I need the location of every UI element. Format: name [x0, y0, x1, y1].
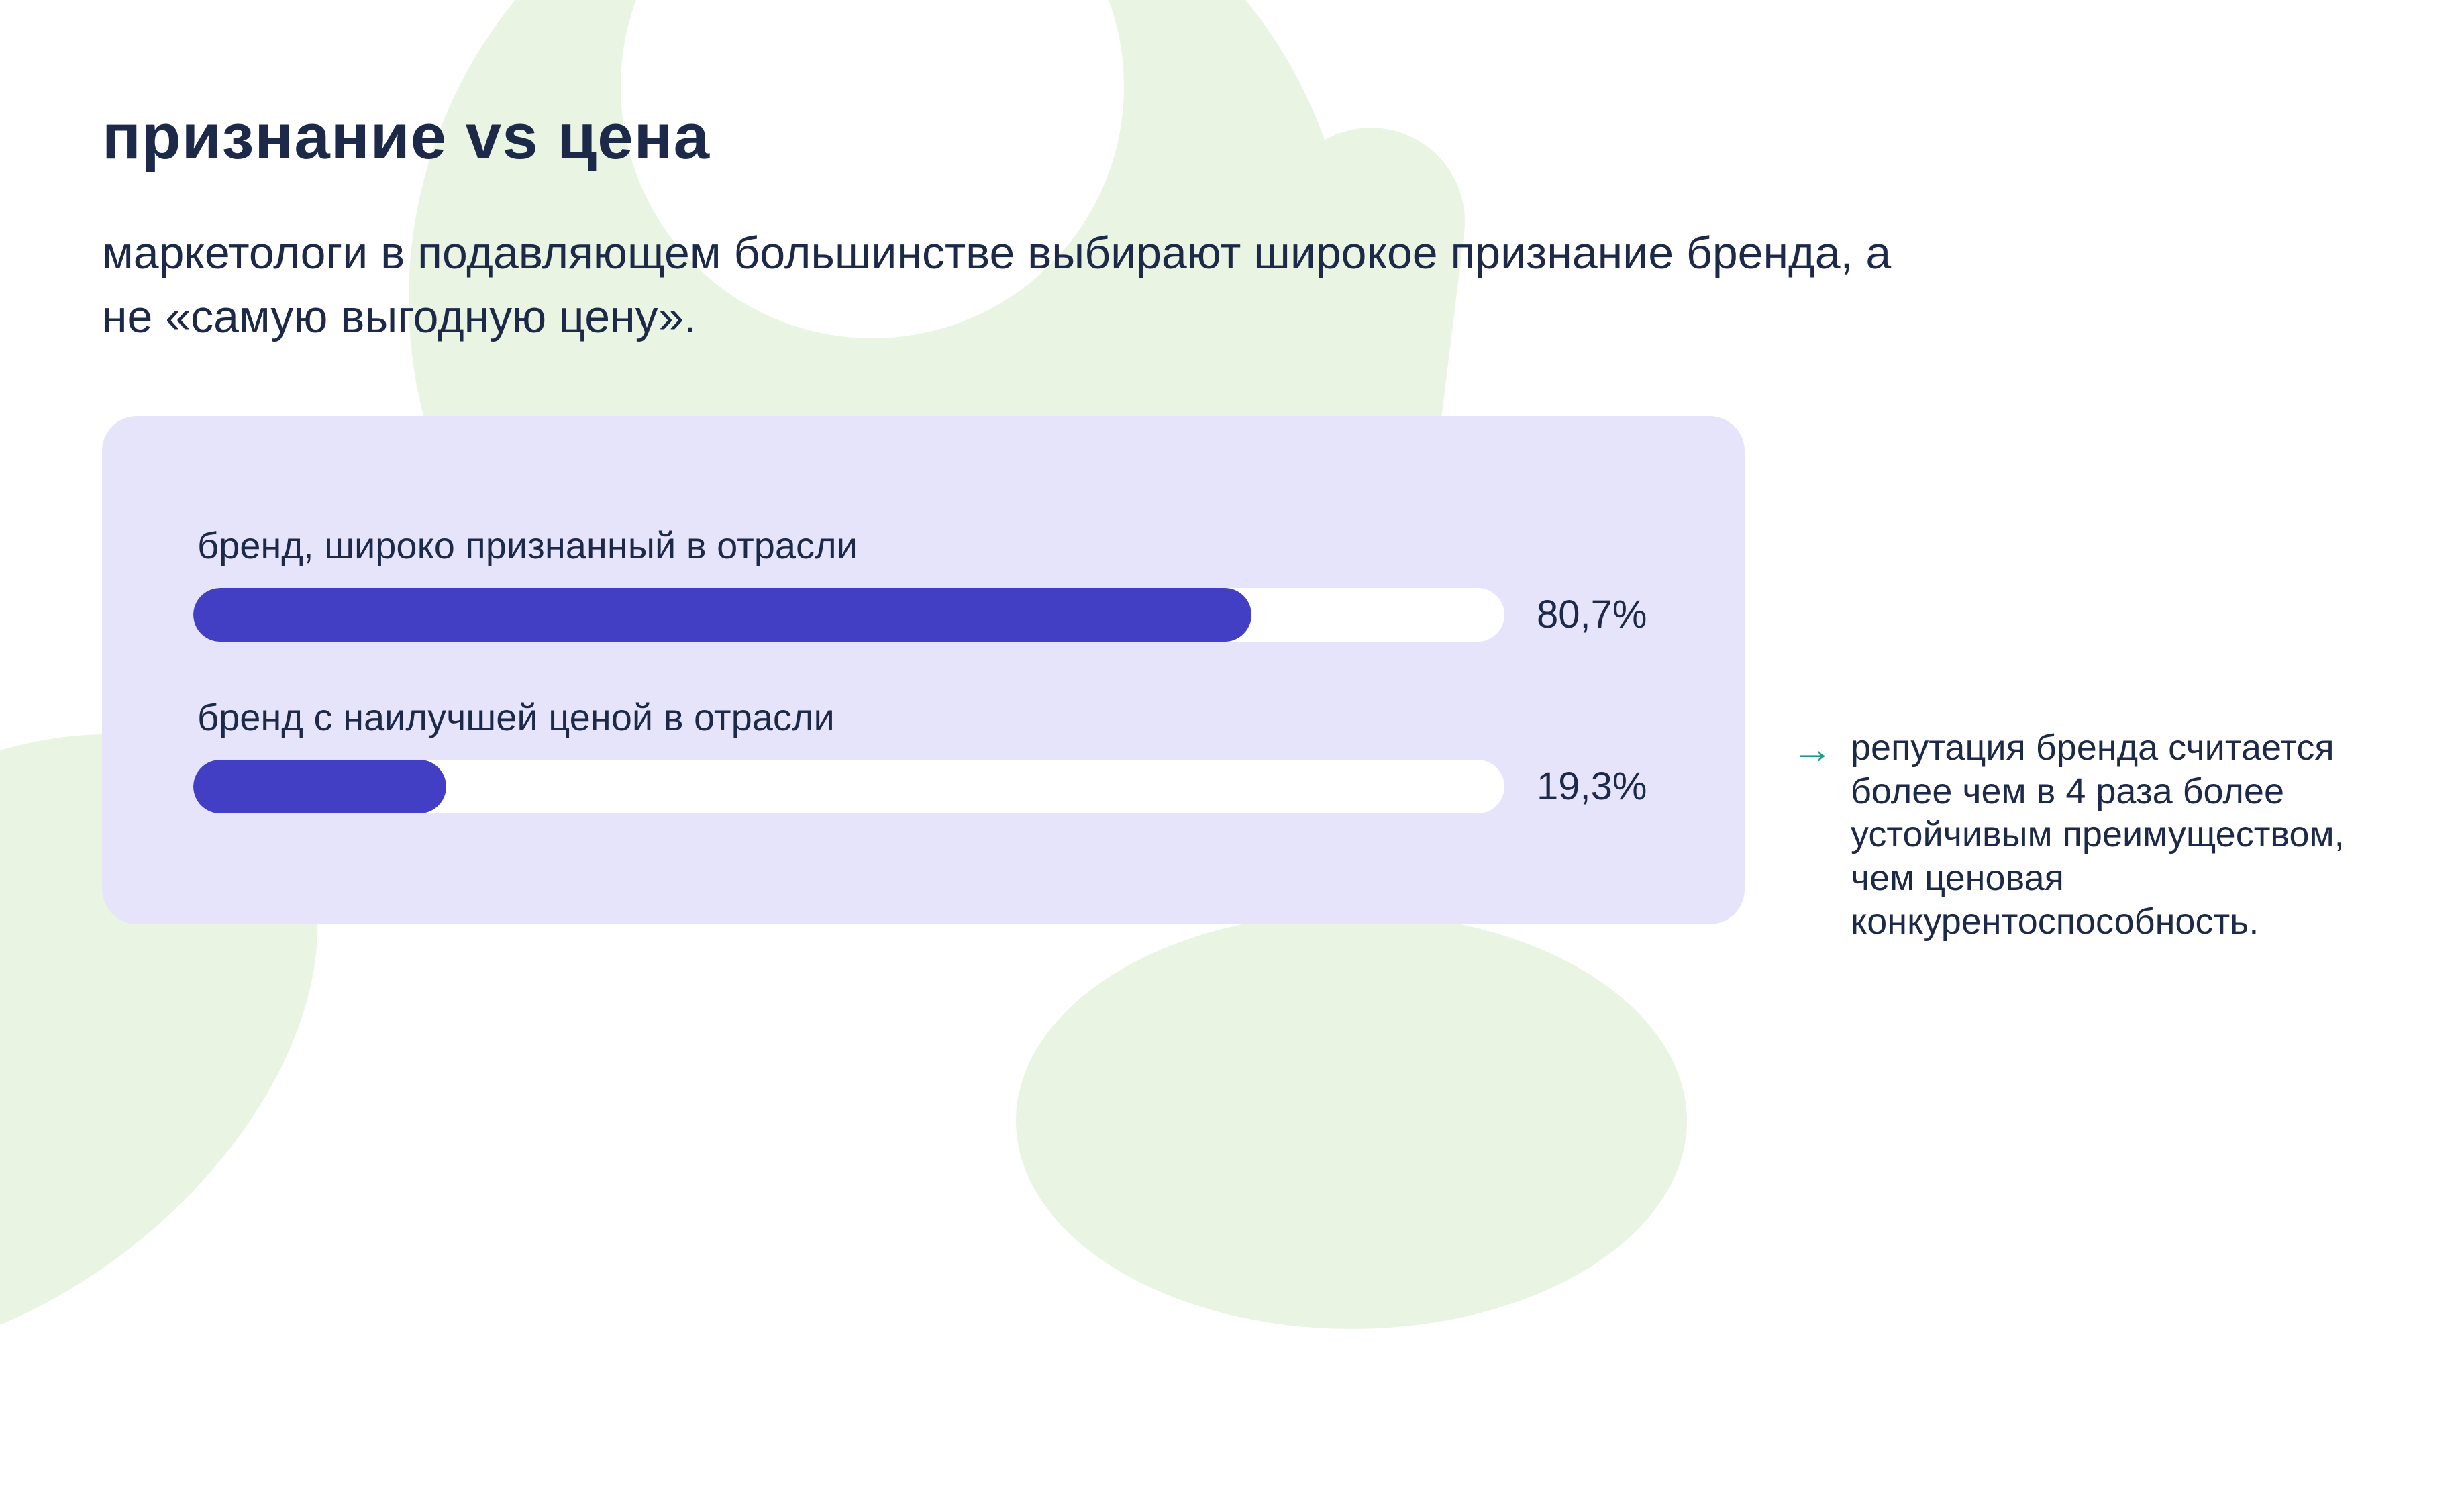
bar-fill-recognition [193, 587, 1251, 642]
bar-track [193, 759, 1504, 813]
bar-fill-price [193, 759, 447, 813]
bar-value-price: 19,3% [1537, 764, 1647, 809]
bar-label-recognition: бренд, широко признанный в отрасли [197, 524, 858, 566]
bar-group-recognition: бренд, широко признанный в отрасли 80,7% [193, 524, 1653, 642]
background-blob [1016, 913, 1687, 1329]
bar-value-recognition: 80,7% [1537, 593, 1647, 637]
bar-group-price: бренд с наилучшей ценой в отрасли 19,3% [193, 695, 1653, 813]
chart-panel: бренд, широко признанный в отрасли 80,7%… [102, 415, 1745, 924]
bar-label-price: бренд с наилучшей ценой в отрасли [197, 695, 835, 738]
page-subtitle: маркетологи в подавляющем большинстве вы… [102, 227, 1892, 342]
bar-row: 80,7% [193, 587, 1653, 642]
bar-track [193, 587, 1504, 642]
page-title: признание vs цена [102, 101, 711, 172]
annotation-text: репутация бренда считается более чем в 4… [1851, 727, 2345, 942]
slide: признание vs цена маркетологи в подавляю… [102, 101, 2464, 944]
main-row: бренд, широко признанный в отрасли 80,7%… [102, 415, 2464, 944]
annotation: → репутация бренда считается более чем в… [1792, 416, 2374, 944]
arrow-right-icon: → [1792, 726, 1833, 773]
bar-row: 19,3% [193, 759, 1653, 813]
